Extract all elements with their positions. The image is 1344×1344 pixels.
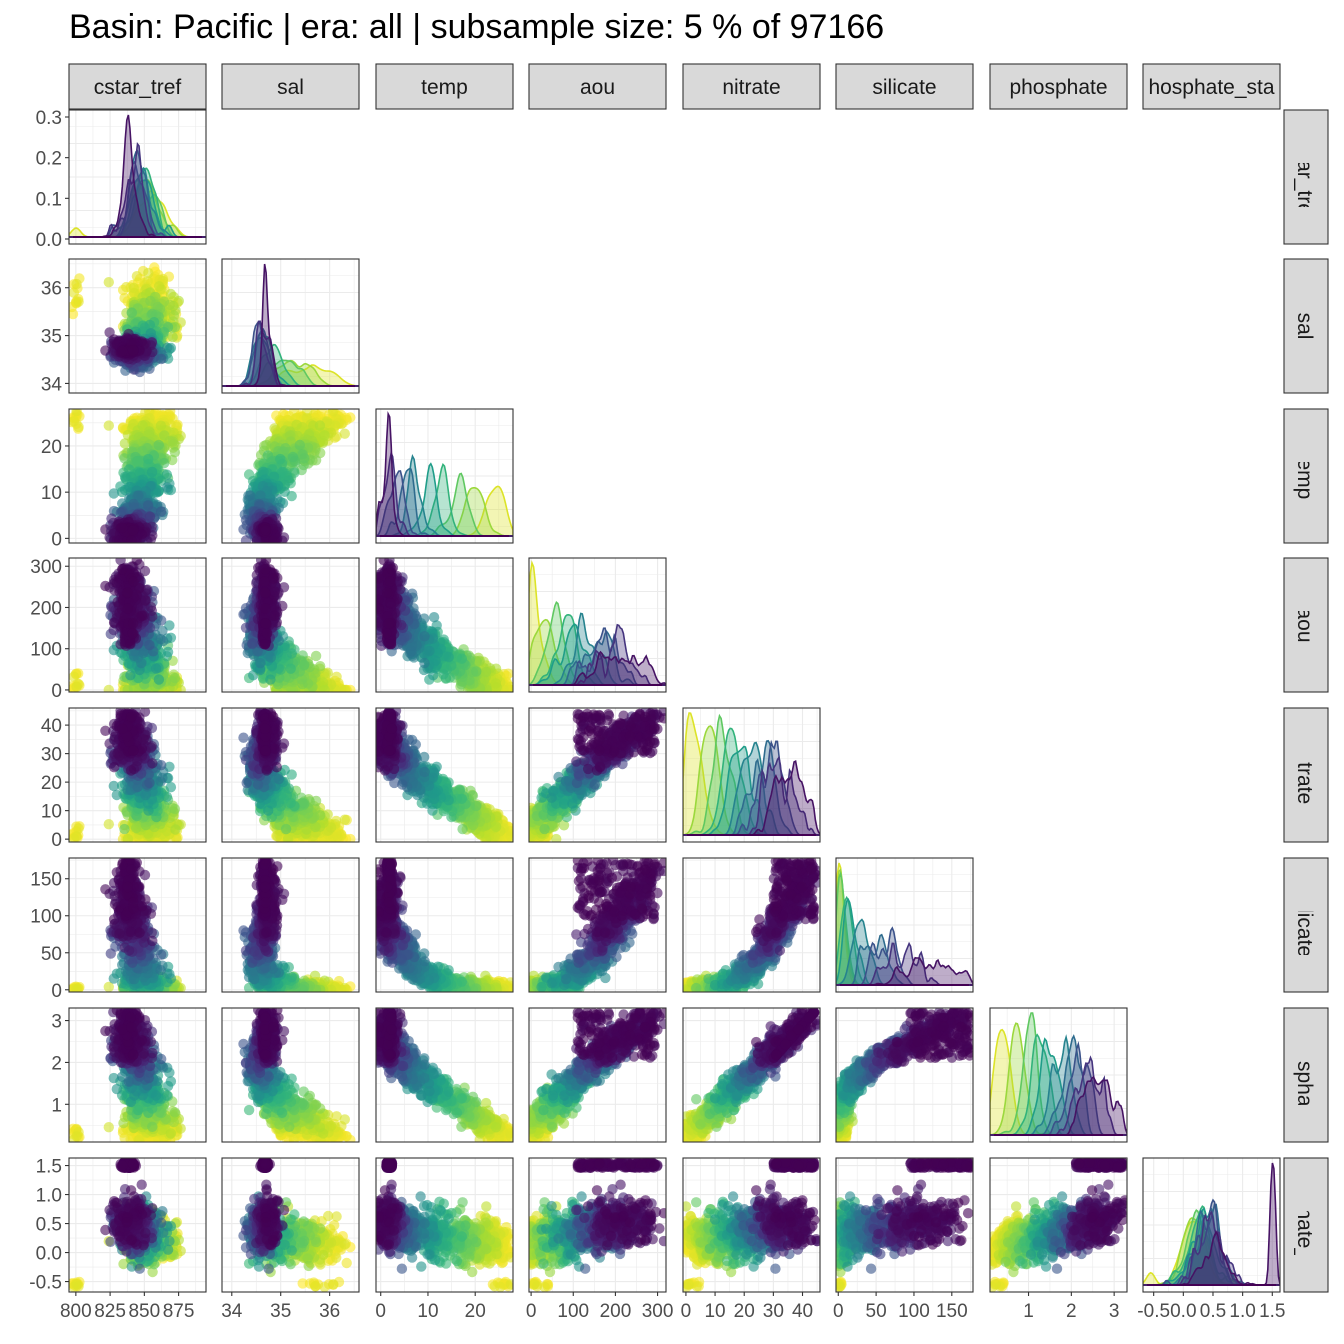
data-point	[73, 297, 83, 307]
data-point	[170, 447, 180, 457]
y-tick-label: 34	[41, 374, 63, 395]
y-tick-label: 0	[51, 529, 62, 550]
data-point	[133, 456, 143, 466]
data-point	[263, 450, 273, 460]
y-tick-label: 0.0	[36, 230, 62, 251]
y-tick-label: 0.2	[36, 149, 62, 170]
y-tick-label: 35	[41, 327, 62, 348]
data-point	[280, 443, 290, 453]
data-point	[162, 482, 172, 492]
data-point	[288, 452, 298, 462]
data-point	[154, 440, 164, 450]
panel-temp-vs-sal	[222, 406, 359, 546]
data-point	[245, 490, 255, 500]
data-point	[100, 524, 110, 534]
data-point	[319, 430, 329, 440]
y-tick-label: 36	[41, 279, 62, 300]
y-tick-label: 0.1	[36, 189, 62, 210]
data-point	[128, 345, 138, 355]
data-point	[145, 511, 155, 521]
data-point	[154, 674, 164, 684]
data-point	[125, 670, 135, 680]
data-point	[159, 430, 169, 440]
data-point	[168, 332, 178, 342]
data-point	[128, 499, 138, 509]
data-point	[144, 640, 154, 650]
panel-aou-vs-cstar_tref	[67, 555, 206, 695]
panel-sal-vs-sal	[222, 259, 359, 393]
y-tick-label: 10	[41, 483, 62, 504]
data-point	[109, 488, 119, 498]
panel-temp-vs-cstar_tref	[67, 406, 206, 546]
data-point	[128, 525, 138, 535]
data-point	[163, 647, 173, 657]
data-point	[123, 685, 133, 695]
data-point	[73, 422, 83, 432]
data-point	[156, 421, 166, 431]
data-point	[156, 354, 166, 364]
data-point	[71, 279, 81, 289]
data-point	[147, 467, 157, 477]
y-tick-label: 0.3	[36, 108, 62, 129]
data-point	[169, 310, 179, 320]
data-point	[104, 420, 114, 430]
data-point	[315, 420, 325, 430]
data-point	[100, 345, 110, 355]
data-point	[154, 281, 164, 291]
data-point	[168, 436, 178, 446]
data-point	[117, 523, 127, 533]
data-point	[156, 615, 166, 625]
data-point	[268, 536, 278, 546]
data-point	[162, 470, 172, 480]
panel-sal-vs-cstar_tref	[67, 259, 206, 393]
data-point	[120, 472, 130, 482]
data-point	[104, 277, 114, 287]
data-point	[104, 685, 114, 695]
data-point	[328, 406, 338, 416]
data-point	[126, 536, 136, 546]
data-point	[241, 535, 251, 545]
data-point	[143, 268, 153, 278]
data-point	[71, 682, 81, 692]
data-point	[340, 429, 350, 439]
y-tick-label: 20	[41, 437, 62, 458]
data-point	[71, 406, 81, 416]
data-point	[295, 440, 305, 450]
data-point	[170, 673, 180, 683]
data-point	[156, 506, 166, 516]
data-point	[117, 346, 127, 356]
data-point	[143, 454, 153, 464]
panel-temp-vs-temp	[376, 409, 513, 543]
data-point	[261, 525, 271, 535]
data-point	[156, 634, 166, 644]
data-point	[132, 271, 142, 281]
panel-cstar_tref-vs-cstar_tref	[69, 110, 206, 244]
data-point	[151, 663, 161, 673]
data-point	[275, 454, 285, 464]
